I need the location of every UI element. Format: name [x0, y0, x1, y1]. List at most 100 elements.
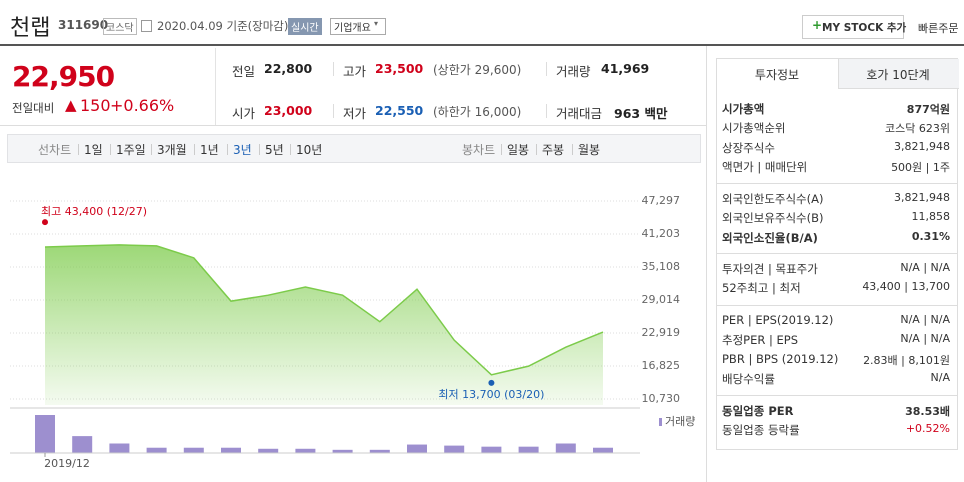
- info-label: 외국인소진율(B/A): [722, 230, 818, 245]
- period-bar: [7, 134, 701, 163]
- my-stock-button[interactable]: [802, 15, 904, 39]
- y-tick-label: 47,297: [642, 194, 681, 207]
- stock-name: 천랩: [10, 16, 51, 41]
- period-separator: [572, 144, 573, 155]
- volume-bar: [146, 447, 167, 453]
- quote-label: 전일: [232, 64, 256, 79]
- price-chart: 10,730 16,825 22,919 29,014 35,108 41,203 47,2…: [10, 194, 695, 470]
- price-line: [44, 244, 604, 376]
- info-label: 외국인한도주식수(A): [722, 192, 824, 206]
- volume-bar: [407, 444, 427, 453]
- calendar-icon: [141, 20, 152, 32]
- volume-bar: [35, 415, 55, 453]
- period-separator: [536, 144, 537, 155]
- volume-bar: [518, 446, 539, 453]
- period-separator: [194, 144, 195, 155]
- info-value: 38.53배: [905, 405, 950, 418]
- area-fill: [45, 244, 603, 405]
- volume-bar: [295, 448, 316, 453]
- period-separator: [151, 144, 152, 155]
- stock-code: 311690: [58, 18, 109, 32]
- info-label: 52주최고 | 최저: [722, 281, 801, 296]
- info-value: 코스닥 623위: [885, 122, 950, 136]
- tab-box: [838, 59, 959, 89]
- y-tick-label: 10,730: [642, 392, 681, 405]
- period-option[interactable]: 1일: [84, 143, 103, 157]
- quote-sub: (상한가 29,600): [433, 63, 522, 77]
- info-label: 투자의견 | 목표주가: [722, 262, 818, 276]
- dropdown-arrow: ▾: [374, 19, 379, 28]
- quote-value: 22,800: [264, 61, 313, 76]
- info-value: +0.52%: [905, 422, 950, 436]
- period-option[interactable]: 3년: [233, 143, 252, 157]
- candle-option[interactable]: 일봉: [507, 143, 530, 157]
- info-value: N/A | N/A: [900, 261, 950, 274]
- info-label: PBR | BPS (2019.12): [722, 351, 839, 366]
- info-value: 11,858: [911, 210, 951, 224]
- info-value: 500원 | 1주: [891, 160, 950, 174]
- legend-label: 거래량: [665, 415, 695, 428]
- y-tick-label: 22,919: [642, 326, 681, 339]
- tab[interactable]: 호가 10단계: [866, 68, 930, 82]
- info-label: 동일업종 등락률: [722, 423, 800, 438]
- volume-bar: [332, 449, 353, 453]
- candle-option[interactable]: 월봉: [578, 143, 601, 157]
- period-option[interactable]: 3개월: [157, 143, 187, 157]
- period-option[interactable]: 1주일: [116, 143, 146, 157]
- volume-bar: [109, 443, 130, 453]
- quote-value: 963 백만: [614, 106, 668, 121]
- info-value: N/A | N/A: [900, 332, 950, 346]
- quote-value: 41,969: [601, 61, 650, 76]
- volume-bar: [444, 445, 465, 453]
- info-label: PER | EPS(2019.12): [722, 313, 834, 327]
- up-arrow: ▲: [65, 96, 77, 114]
- quote-separator: [546, 104, 547, 118]
- quote-label: 거래대금: [556, 106, 603, 121]
- panel-divider: [706, 46, 707, 482]
- volume-bar: [593, 447, 613, 453]
- group-separator: [717, 395, 957, 396]
- volume-bar: [221, 447, 241, 453]
- my-stock-label[interactable]: MY STOCK 추가: [822, 22, 907, 34]
- volume-bar: [555, 443, 576, 453]
- info-label: 배당수익률: [722, 371, 775, 386]
- annotation: 최고 43,400 (12/27): [41, 205, 147, 218]
- quote-label: 저가: [343, 106, 367, 121]
- period-option[interactable]: 5년: [265, 143, 284, 157]
- realtime-badge[interactable]: 실시간: [288, 18, 322, 35]
- change-label: 전일대비: [12, 101, 55, 115]
- info-label: 시가총액순위: [722, 121, 786, 136]
- plus-icon: +: [812, 18, 823, 32]
- period-separator: [259, 144, 260, 155]
- quote-label: 시가: [232, 106, 256, 121]
- info-value: 3,821,948: [894, 191, 950, 204]
- line-chart-label: 선차트: [38, 143, 72, 157]
- info-label: 시가총액: [722, 102, 765, 116]
- quote-value: 22,550: [375, 103, 424, 118]
- info-value: 2.83배 | 8,101원: [863, 353, 950, 367]
- tab-box: [717, 59, 837, 89]
- candle-option[interactable]: 주봉: [542, 143, 565, 157]
- period-separator: [110, 144, 111, 155]
- quick-order[interactable]: 빠른주문: [918, 22, 959, 35]
- info-value: N/A | N/A: [900, 313, 950, 326]
- company-menu[interactable]: 기업개요: [330, 18, 386, 35]
- volume-bar: [72, 436, 93, 453]
- y-tick-label: 35,108: [642, 260, 681, 273]
- period-separator: [290, 144, 291, 155]
- quote-value: 23,000: [264, 103, 313, 118]
- header-line: [0, 44, 964, 46]
- group-separator: [717, 253, 957, 254]
- y-tick-label: 16,825: [642, 359, 681, 372]
- volume-bar: [183, 447, 204, 453]
- period-option[interactable]: 1년: [200, 143, 219, 157]
- quote-separator: [546, 62, 547, 76]
- info-value: 877억원: [906, 103, 950, 116]
- tab[interactable]: 투자정보: [754, 68, 800, 82]
- period-option[interactable]: 10년: [296, 143, 323, 157]
- annotation: 최저 13,700 (03/20): [438, 388, 544, 401]
- info-value: 3,821,948: [894, 139, 950, 153]
- quote-label: 고가: [343, 64, 367, 79]
- candle-chart-label: 봉차트: [462, 143, 496, 157]
- current-price: 22,950: [12, 60, 115, 93]
